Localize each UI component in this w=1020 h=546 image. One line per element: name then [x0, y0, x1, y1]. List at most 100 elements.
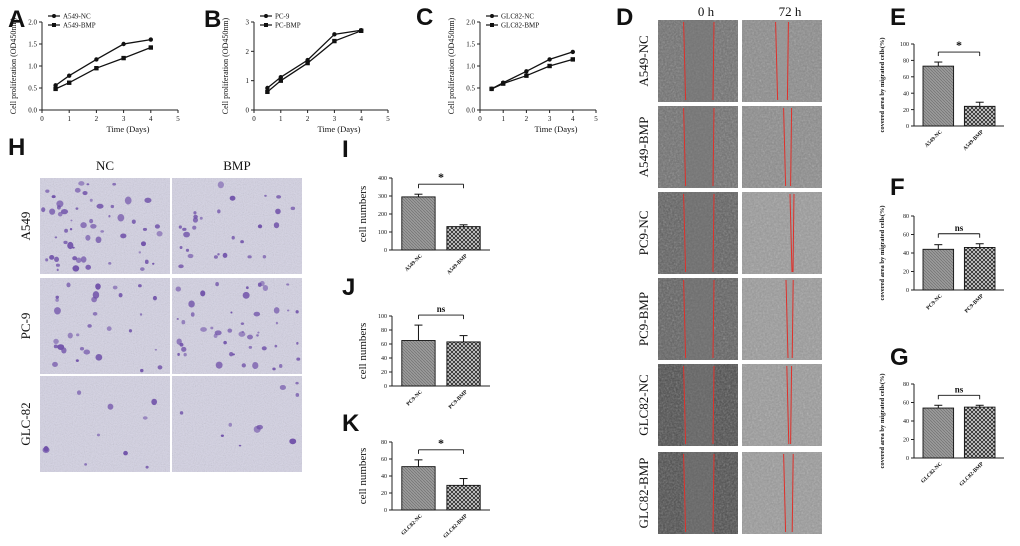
data-point [524, 69, 529, 74]
significance-label: * [956, 38, 962, 52]
wound-edge-right [792, 193, 795, 273]
data-point [121, 41, 126, 47]
stained-cell [117, 213, 125, 222]
y-tick-label: 20 [903, 108, 909, 114]
stained-cell [55, 263, 60, 267]
stained-cell [54, 236, 58, 239]
stained-cell [67, 332, 73, 339]
wound-row-label: PC9-NC [636, 211, 651, 256]
y-tick-label: 60 [381, 342, 387, 348]
stained-cell [67, 241, 74, 250]
wound-image-pc9-nc-72h [742, 192, 822, 274]
stained-cell [108, 261, 112, 265]
wound-image-pc9-bmp-72h [742, 278, 822, 360]
stained-cell [223, 340, 227, 345]
x-tick-label: 1 [279, 115, 283, 123]
y-tick-label: 40 [903, 419, 909, 425]
stained-cell [106, 326, 112, 331]
wound-edge-left [789, 193, 793, 273]
stained-cell [215, 281, 219, 287]
x-axis-label: Time (Days) [535, 124, 578, 134]
stained-cell [217, 209, 221, 214]
stained-cell [110, 204, 115, 209]
data-point [148, 45, 153, 50]
bar-1 [963, 406, 996, 459]
stained-cell [83, 349, 91, 355]
stained-cell [51, 195, 56, 199]
y-tick-label: 1.0 [466, 63, 475, 71]
y-tick-label: 40 [381, 356, 387, 362]
stained-cell [76, 333, 80, 337]
y-tick-label: 20 [381, 491, 387, 497]
stained-cell [256, 334, 259, 337]
x-tick-label: 3 [333, 115, 337, 123]
stained-cell [185, 248, 190, 252]
legend-label: GLC82-BMP [501, 22, 539, 30]
wound-image-a549-nc-0h [658, 20, 738, 102]
wound-edge-right [712, 107, 715, 187]
category-label: PC9-NC [406, 389, 424, 407]
image-texture [40, 278, 170, 374]
data-point [547, 57, 552, 62]
stained-cell [154, 348, 158, 351]
stained-cell [156, 230, 163, 237]
significance-label: * [438, 170, 444, 184]
panel-letter-f: F [890, 174, 905, 201]
wound-edge-right [791, 279, 794, 359]
x-axis-label: Time (Days) [107, 124, 150, 134]
wound-image-glc82-nc-0h [658, 364, 738, 446]
data-point [53, 86, 58, 92]
wound-gap [683, 452, 714, 534]
bar-chart-e: 0 20 40 60 80 100 covered area by migrated cel… [879, 37, 1004, 152]
data-point [265, 89, 270, 95]
stained-cell [139, 313, 143, 316]
stained-cell [82, 191, 88, 196]
category-label: GLC82-NC [400, 513, 423, 536]
stained-cell [193, 211, 197, 215]
stained-cell [53, 338, 59, 345]
y-tick-label: 40 [903, 91, 909, 97]
stained-cell [177, 352, 180, 356]
legend-marker [490, 23, 494, 27]
stained-cell [95, 236, 102, 244]
stained-cell [199, 216, 203, 220]
stained-cell [49, 255, 55, 260]
y-tick-label: 0 [246, 107, 250, 115]
y-tick-label: 60 [903, 75, 909, 81]
wound-healing-panel-D: 0 h 72 h A549-NC A549-BMP PC9-NC PC9-BMP GLC82… [636, 4, 822, 534]
wound-edge-right [712, 21, 715, 101]
stained-cell [55, 295, 59, 299]
bar-1 [446, 484, 481, 511]
wound-gap [683, 192, 714, 274]
series-line-0 [55, 38, 151, 86]
stained-cell [92, 311, 98, 316]
stained-cell [151, 398, 158, 406]
stained-cell [54, 256, 60, 262]
x-tick-label: 2 [306, 115, 310, 123]
bar-chart-f: 0 20 40 60 80 covered area by migrated cells(… [879, 205, 1004, 314]
stained-cell [145, 465, 149, 469]
stained-cell [275, 208, 281, 215]
category-label: A549-BMP [446, 253, 469, 276]
y-axis-label: cell numbers [357, 448, 369, 505]
data-point [67, 80, 72, 85]
stained-cell [295, 381, 299, 385]
data-point [94, 57, 99, 62]
wound-gap [683, 20, 714, 102]
legend-marker [52, 23, 56, 27]
image-texture [172, 178, 302, 274]
stained-cell [80, 256, 87, 263]
wound-col-label-0h: 0 h [698, 4, 715, 19]
wound-gap [775, 20, 789, 102]
stained-cell [86, 183, 90, 186]
stained-cell [75, 359, 79, 363]
stained-cell [64, 228, 68, 233]
stained-cell [279, 384, 287, 390]
wound-gap [683, 106, 714, 188]
stained-cell [257, 224, 263, 229]
y-tick-label: 0.0 [28, 107, 37, 115]
wound-edge-left [683, 193, 687, 273]
stained-cell [107, 403, 114, 410]
